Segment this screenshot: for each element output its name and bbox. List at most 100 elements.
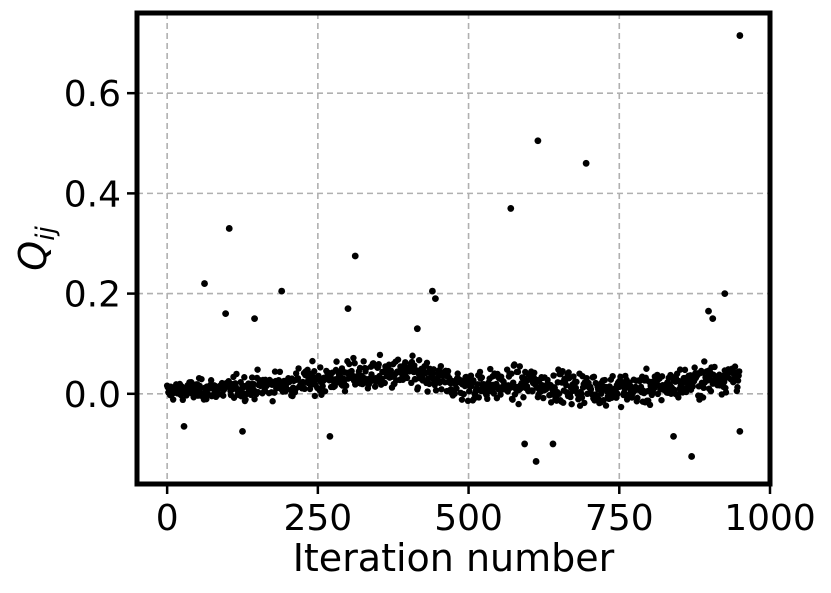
data-point bbox=[351, 359, 358, 367]
data-point bbox=[294, 375, 302, 382]
data-point bbox=[376, 351, 384, 359]
outlier-point bbox=[326, 432, 334, 440]
data-point bbox=[529, 388, 536, 395]
data-point bbox=[701, 358, 708, 365]
y-tick-label: 0.2 bbox=[64, 275, 121, 316]
data-point bbox=[700, 384, 707, 392]
data-point bbox=[617, 373, 624, 380]
outlier-point bbox=[709, 315, 717, 323]
data-point bbox=[583, 374, 590, 382]
data-point bbox=[511, 361, 518, 368]
data-point bbox=[634, 394, 641, 402]
outlier-point bbox=[688, 453, 696, 460]
data-point bbox=[381, 379, 388, 387]
y-tick-label: 0.0 bbox=[64, 375, 121, 416]
data-point bbox=[438, 386, 445, 393]
data-point bbox=[563, 382, 570, 389]
data-point bbox=[734, 384, 741, 391]
outlier-point bbox=[736, 32, 744, 39]
data-point bbox=[565, 369, 572, 376]
data-point bbox=[658, 373, 666, 380]
data-point bbox=[409, 352, 416, 359]
outlier-point bbox=[225, 225, 233, 232]
data-point bbox=[451, 390, 458, 397]
data-point bbox=[514, 368, 522, 376]
data-point bbox=[169, 396, 177, 403]
data-point bbox=[568, 400, 575, 408]
outlier-point bbox=[507, 205, 515, 212]
data-point bbox=[403, 374, 411, 382]
data-point bbox=[515, 400, 522, 408]
data-point bbox=[476, 368, 484, 376]
y-tick-label: 0.6 bbox=[64, 74, 121, 115]
x-tick-label: 1000 bbox=[724, 498, 816, 539]
y-tick-label: 0.4 bbox=[64, 174, 121, 215]
data-point bbox=[350, 354, 357, 362]
data-point bbox=[590, 373, 598, 380]
outlier-point bbox=[201, 280, 208, 287]
data-point bbox=[317, 364, 324, 371]
x-axis-label: Iteration number bbox=[293, 536, 615, 580]
data-point bbox=[250, 381, 258, 388]
data-point bbox=[681, 366, 689, 374]
data-point bbox=[437, 362, 445, 370]
data-point bbox=[275, 376, 282, 384]
grid-lines bbox=[137, 13, 771, 484]
outlier-point bbox=[736, 427, 744, 435]
data-point bbox=[458, 396, 466, 403]
outlier-point bbox=[413, 325, 421, 333]
data-point bbox=[464, 397, 472, 405]
data-point bbox=[711, 363, 718, 371]
data-point bbox=[414, 384, 422, 391]
data-point bbox=[555, 390, 563, 398]
outlier-point bbox=[670, 432, 677, 440]
data-point bbox=[609, 372, 616, 380]
data-point bbox=[646, 401, 654, 409]
data-point bbox=[220, 392, 227, 399]
data-point bbox=[516, 363, 524, 370]
outlier-point bbox=[432, 295, 439, 303]
data-point bbox=[368, 371, 375, 378]
data-point bbox=[295, 365, 302, 372]
data-point bbox=[321, 388, 329, 395]
data-point bbox=[315, 372, 322, 380]
data-point bbox=[242, 396, 249, 403]
data-point bbox=[460, 390, 467, 398]
x-tick-label: 250 bbox=[283, 498, 352, 539]
data-point bbox=[415, 356, 423, 364]
outlier-point bbox=[251, 315, 258, 323]
data-point bbox=[734, 377, 742, 384]
data-point bbox=[507, 384, 514, 391]
x-tick-label: 500 bbox=[434, 498, 503, 539]
x-axis: 0 250 500 750 1000 bbox=[156, 484, 816, 539]
data-point bbox=[475, 394, 483, 401]
data-point bbox=[233, 370, 240, 378]
data-point bbox=[614, 390, 621, 398]
outlier-point bbox=[351, 252, 359, 260]
data-point bbox=[309, 357, 316, 365]
data-point bbox=[311, 392, 319, 400]
data-point bbox=[454, 370, 461, 377]
data-point bbox=[691, 364, 698, 371]
x-tick-label: 0 bbox=[156, 498, 179, 539]
data-point bbox=[497, 391, 504, 398]
data-point bbox=[333, 358, 340, 365]
outlier-point bbox=[549, 440, 557, 448]
data-point bbox=[606, 383, 613, 390]
data-point bbox=[423, 359, 431, 366]
data-point bbox=[311, 368, 318, 375]
data-point bbox=[394, 356, 402, 363]
data-point bbox=[602, 402, 610, 409]
data-point bbox=[531, 369, 538, 376]
data-point bbox=[346, 360, 353, 368]
data-point bbox=[430, 366, 437, 373]
data-point bbox=[731, 363, 739, 370]
data-point bbox=[271, 368, 279, 375]
data-point bbox=[617, 403, 625, 411]
outlier-point bbox=[239, 427, 246, 435]
data-point bbox=[509, 396, 516, 403]
data-point bbox=[559, 367, 566, 375]
outlier-point bbox=[429, 287, 436, 295]
data-point bbox=[444, 367, 452, 375]
